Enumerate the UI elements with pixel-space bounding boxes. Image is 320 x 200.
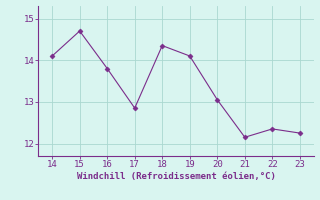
X-axis label: Windchill (Refroidissement éolien,°C): Windchill (Refroidissement éolien,°C) [76,172,276,181]
